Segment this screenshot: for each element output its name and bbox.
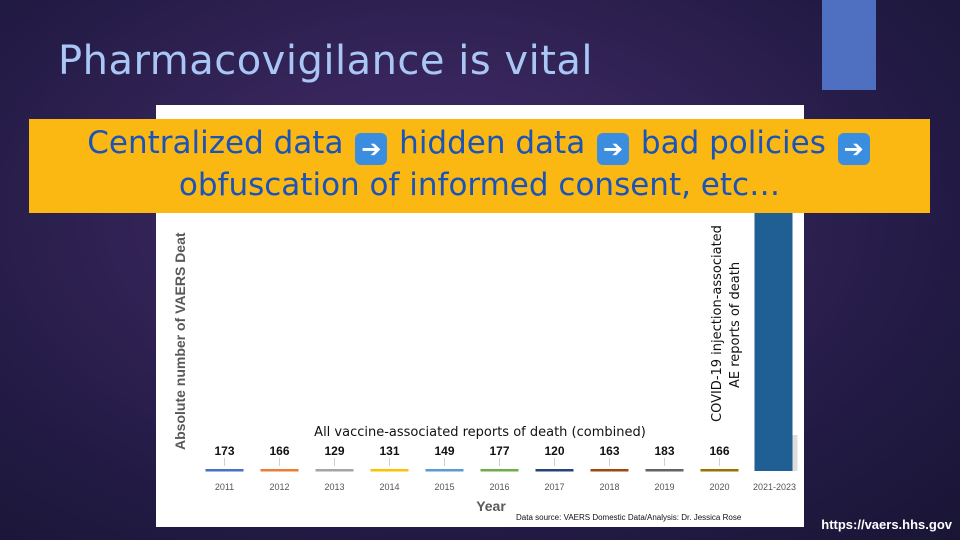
value-label-2017: 120 xyxy=(544,444,564,458)
banner-line-2: obfuscation of informed consent, etc… xyxy=(29,165,930,205)
banner-segment-1: Centralized data xyxy=(87,125,344,161)
value-label-2013: 129 xyxy=(324,444,344,458)
x-tick-2012: 2012 xyxy=(269,482,289,492)
banner: Centralized data ➔ hidden data ➔ bad pol… xyxy=(29,119,930,213)
banner-line-1: Centralized data ➔ hidden data ➔ bad pol… xyxy=(29,123,930,165)
source-note: Data source: VAERS Domestic Data/Analysi… xyxy=(516,513,742,522)
x-axis-label: Year xyxy=(476,498,506,514)
banner-segment-3: bad policies xyxy=(640,125,826,161)
bar-2012 xyxy=(260,469,299,472)
bar-2011 xyxy=(205,469,244,472)
covid-annotation-line-2: AE reports of death xyxy=(728,262,743,388)
x-tick-2020: 2020 xyxy=(709,482,729,492)
right-arrow-icon: ➔ xyxy=(355,133,388,165)
bar-shadow-2021-2023 xyxy=(792,435,798,471)
bar-2019 xyxy=(645,469,684,472)
x-tick-2018: 2018 xyxy=(599,482,619,492)
vaers-deaths-chart: Absolute number of VAERS Deat All vaccin… xyxy=(172,165,798,522)
value-label-2019: 183 xyxy=(654,444,674,458)
value-label-2014: 131 xyxy=(379,444,399,458)
value-label-2020: 166 xyxy=(709,444,729,458)
x-tick-2014: 2014 xyxy=(379,482,399,492)
chart-marks: 173 2011 166 2012 129 2013 131 2014 149 2015 177 20… xyxy=(205,165,798,492)
x-tick-2017: 2017 xyxy=(544,482,564,492)
x-tick-2015: 2015 xyxy=(434,482,454,492)
y-axis-label: Absolute number of VAERS Deat xyxy=(172,232,188,450)
bar-2021-2023 xyxy=(754,165,793,471)
covid-annotation-line-1: COVID-19 injection-associated xyxy=(710,225,725,422)
bar-2016 xyxy=(480,469,519,472)
slide-title: Pharmacovigilance is vital xyxy=(58,38,594,84)
bar-2013 xyxy=(315,469,354,472)
value-label-2012: 166 xyxy=(269,444,289,458)
bar-2018 xyxy=(590,469,629,472)
bar-2015 xyxy=(425,469,464,472)
bar-2020 xyxy=(700,469,739,472)
x-tick-2011: 2011 xyxy=(215,482,234,492)
banner-segment-2: hidden data xyxy=(399,125,586,161)
banner-segment-4: obfuscation of informed consent, etc… xyxy=(178,167,781,203)
x-tick-2019: 2019 xyxy=(654,482,674,492)
all-vaccines-annotation: All vaccine-associated reports of death … xyxy=(314,425,646,440)
right-arrow-icon: ➔ xyxy=(837,133,870,165)
value-label-2011: 173 xyxy=(214,444,234,458)
source-url: https://vaers.hhs.gov xyxy=(821,517,952,532)
value-label-2018: 163 xyxy=(599,444,619,458)
x-tick-2016: 2016 xyxy=(489,482,509,492)
bar-2014 xyxy=(370,469,409,472)
value-label-2016: 177 xyxy=(489,444,509,458)
right-arrow-icon: ➔ xyxy=(597,133,630,165)
x-tick-2013: 2013 xyxy=(324,482,344,492)
x-tick-2021-2023: 2021-2023 xyxy=(753,482,796,492)
value-label-2015: 149 xyxy=(434,444,454,458)
accent-bar xyxy=(822,0,876,90)
bar-2017 xyxy=(535,469,574,472)
